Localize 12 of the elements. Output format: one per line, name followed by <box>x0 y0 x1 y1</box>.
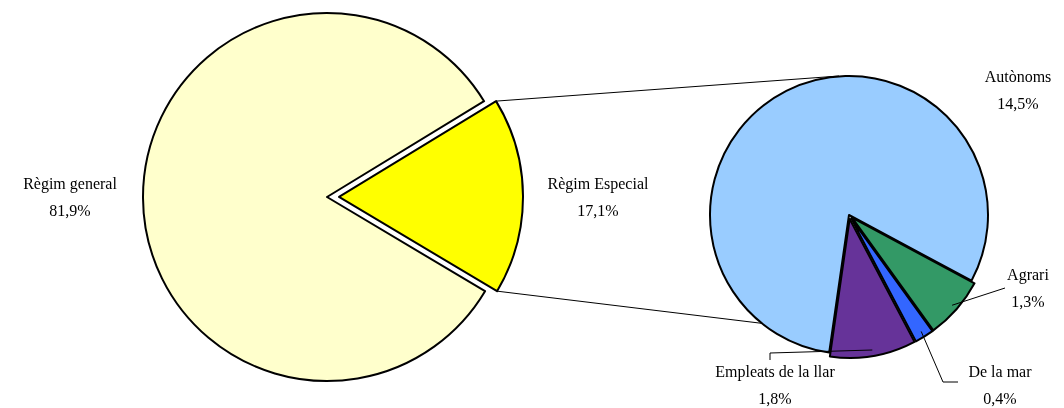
data-label: 1,3% <box>1011 292 1045 310</box>
slice-label: De la mar <box>968 362 1033 380</box>
data-label: 81,9% <box>49 201 91 219</box>
slice-label: Autònoms <box>984 67 1052 85</box>
slice-label: Règim general <box>23 174 118 193</box>
slice-label: Empleats de la llar <box>715 362 836 381</box>
data-label: 1,8% <box>758 389 792 407</box>
slice-label: Règim Especial <box>547 174 649 193</box>
data-label: 0,4% <box>983 389 1017 407</box>
slice-label: Agrari <box>1007 265 1050 284</box>
data-label: 14,5% <box>997 94 1039 112</box>
data-label: 17,1% <box>577 201 619 219</box>
